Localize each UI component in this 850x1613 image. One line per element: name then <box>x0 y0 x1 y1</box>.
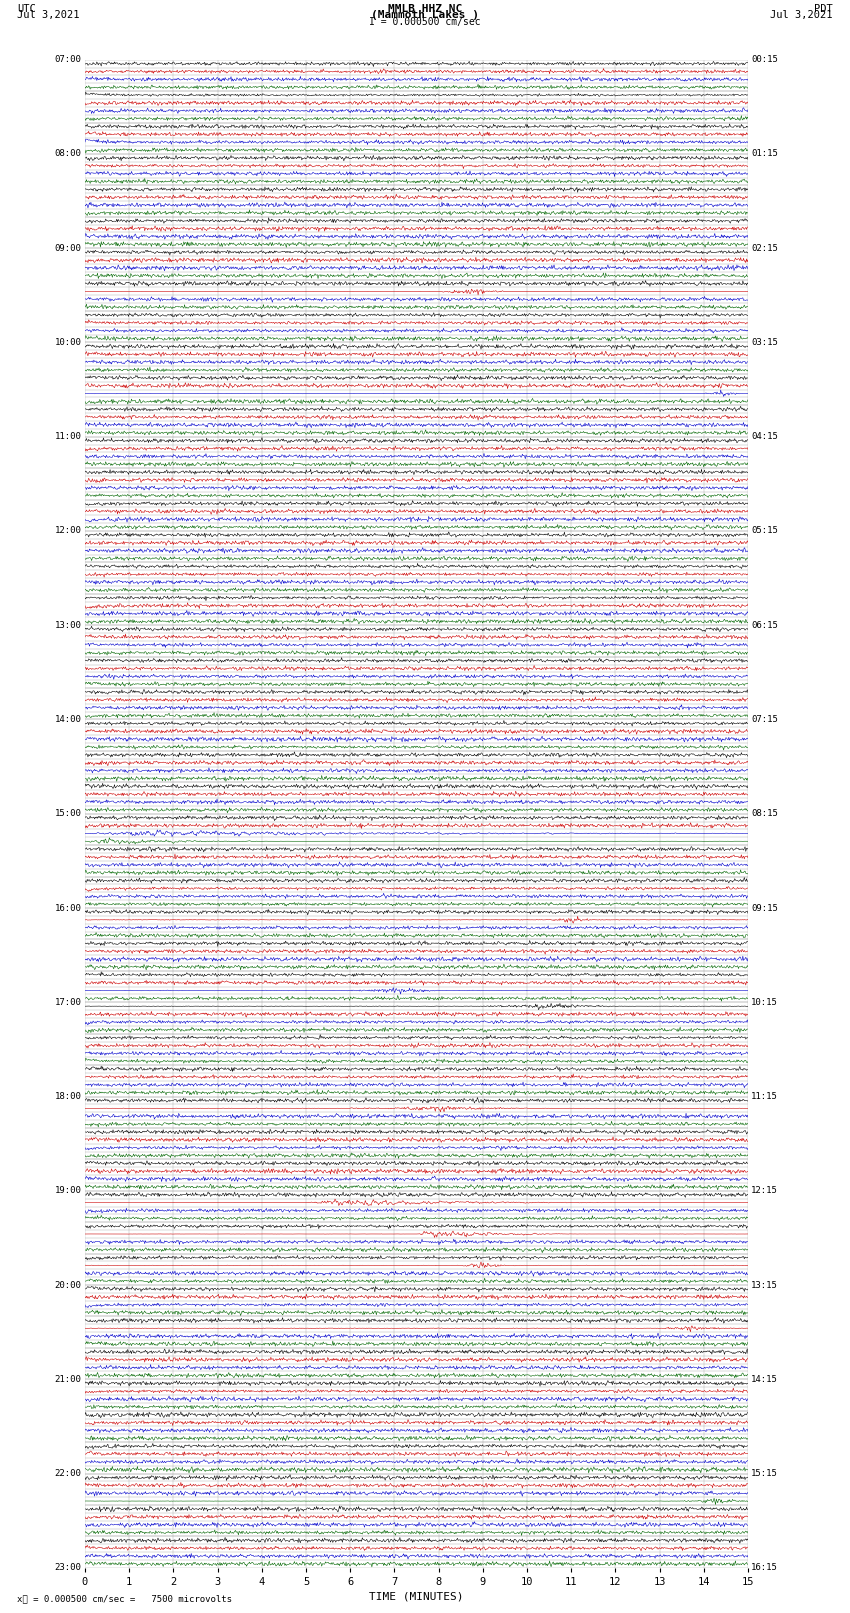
Text: 11:15: 11:15 <box>751 1092 779 1102</box>
Text: PDT: PDT <box>814 5 833 15</box>
Text: 12:00: 12:00 <box>54 526 82 536</box>
Text: 16:00: 16:00 <box>54 903 82 913</box>
Text: 10:15: 10:15 <box>751 998 779 1007</box>
Text: 23:00: 23:00 <box>54 1563 82 1573</box>
Text: 22:00: 22:00 <box>54 1469 82 1478</box>
Text: 08:15: 08:15 <box>751 810 779 818</box>
Text: 08:00: 08:00 <box>54 150 82 158</box>
Text: 19:00: 19:00 <box>54 1186 82 1195</box>
Text: 15:00: 15:00 <box>54 810 82 818</box>
Text: 12:15: 12:15 <box>751 1186 779 1195</box>
Text: 13:00: 13:00 <box>54 621 82 629</box>
Text: 07:00: 07:00 <box>54 55 82 65</box>
Text: 14:15: 14:15 <box>751 1374 779 1384</box>
Text: 10:00: 10:00 <box>54 339 82 347</box>
Text: 20:00: 20:00 <box>54 1281 82 1289</box>
Text: I = 0.000500 cm/sec: I = 0.000500 cm/sec <box>369 18 481 27</box>
Text: Jul 3,2021: Jul 3,2021 <box>17 11 80 21</box>
Text: 17:00: 17:00 <box>54 998 82 1007</box>
Text: 04:15: 04:15 <box>751 432 779 442</box>
Text: 13:15: 13:15 <box>751 1281 779 1289</box>
Text: 03:15: 03:15 <box>751 339 779 347</box>
Text: 14:00: 14:00 <box>54 715 82 724</box>
Text: 02:15: 02:15 <box>751 244 779 253</box>
Text: UTC: UTC <box>17 5 36 15</box>
Text: (Mammoth Lakes ): (Mammoth Lakes ) <box>371 11 479 21</box>
Text: MMLB HHZ NC: MMLB HHZ NC <box>388 5 462 15</box>
Text: 21:00: 21:00 <box>54 1374 82 1384</box>
Text: 09:15: 09:15 <box>751 903 779 913</box>
Text: 07:15: 07:15 <box>751 715 779 724</box>
Text: 06:15: 06:15 <box>751 621 779 629</box>
Text: 18:00: 18:00 <box>54 1092 82 1102</box>
Text: 00:15: 00:15 <box>751 55 779 65</box>
Text: 09:00: 09:00 <box>54 244 82 253</box>
Text: Jul 3,2021: Jul 3,2021 <box>770 11 833 21</box>
Text: 05:15: 05:15 <box>751 526 779 536</box>
Text: 01:15: 01:15 <box>751 150 779 158</box>
Text: 16:15: 16:15 <box>751 1563 779 1573</box>
Text: 15:15: 15:15 <box>751 1469 779 1478</box>
X-axis label: TIME (MINUTES): TIME (MINUTES) <box>369 1590 464 1602</box>
Text: x⎾ = 0.000500 cm/sec =   7500 microvolts: x⎾ = 0.000500 cm/sec = 7500 microvolts <box>17 1594 232 1603</box>
Text: 11:00: 11:00 <box>54 432 82 442</box>
